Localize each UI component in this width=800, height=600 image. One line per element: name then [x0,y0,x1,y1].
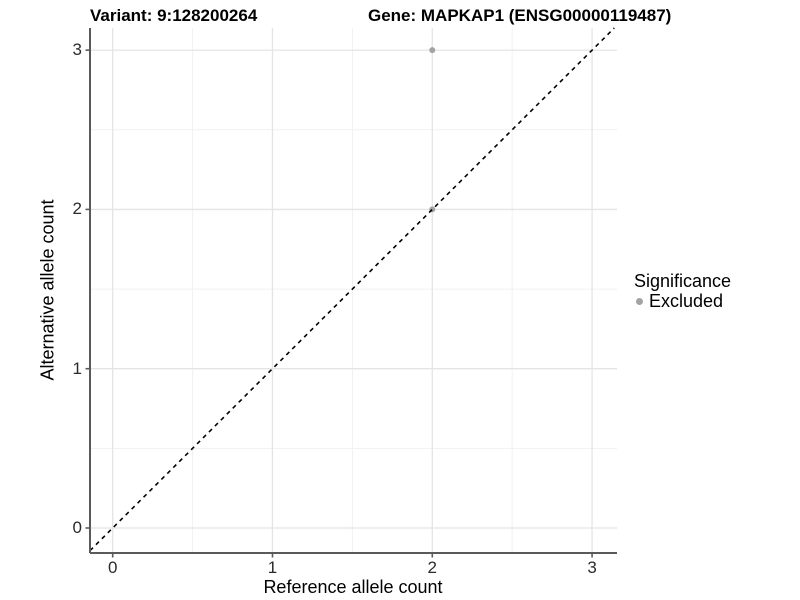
legend-title: Significance [634,271,732,291]
y-tick-label: 0 [72,517,82,537]
x-tick-label: 3 [587,558,597,577]
data-point [429,47,436,54]
y-tick-label: 1 [72,358,82,378]
legend-item-excluded: Excluded [634,292,731,311]
x-axis-title: Reference allele count [263,577,443,597]
x-tick-label: 2 [427,558,437,577]
y-tick-label: 3 [72,40,82,60]
y-tick-label: 2 [72,199,82,219]
y-axis-title: Alternative allele count [37,199,58,381]
x-tick-label: 1 [267,558,278,577]
legend-key-dot-icon [636,298,643,305]
legend-item-label: Excluded [649,291,724,311]
plot-title-variant: Variant: 9:128200264 [90,6,258,25]
identity-reference-line [89,27,615,552]
legend: Significance Excluded [634,271,731,311]
plot-title-gene: Gene: MAPKAP1 (ENSG00000119487) [368,6,672,25]
x-tick-label: 0 [107,558,118,577]
